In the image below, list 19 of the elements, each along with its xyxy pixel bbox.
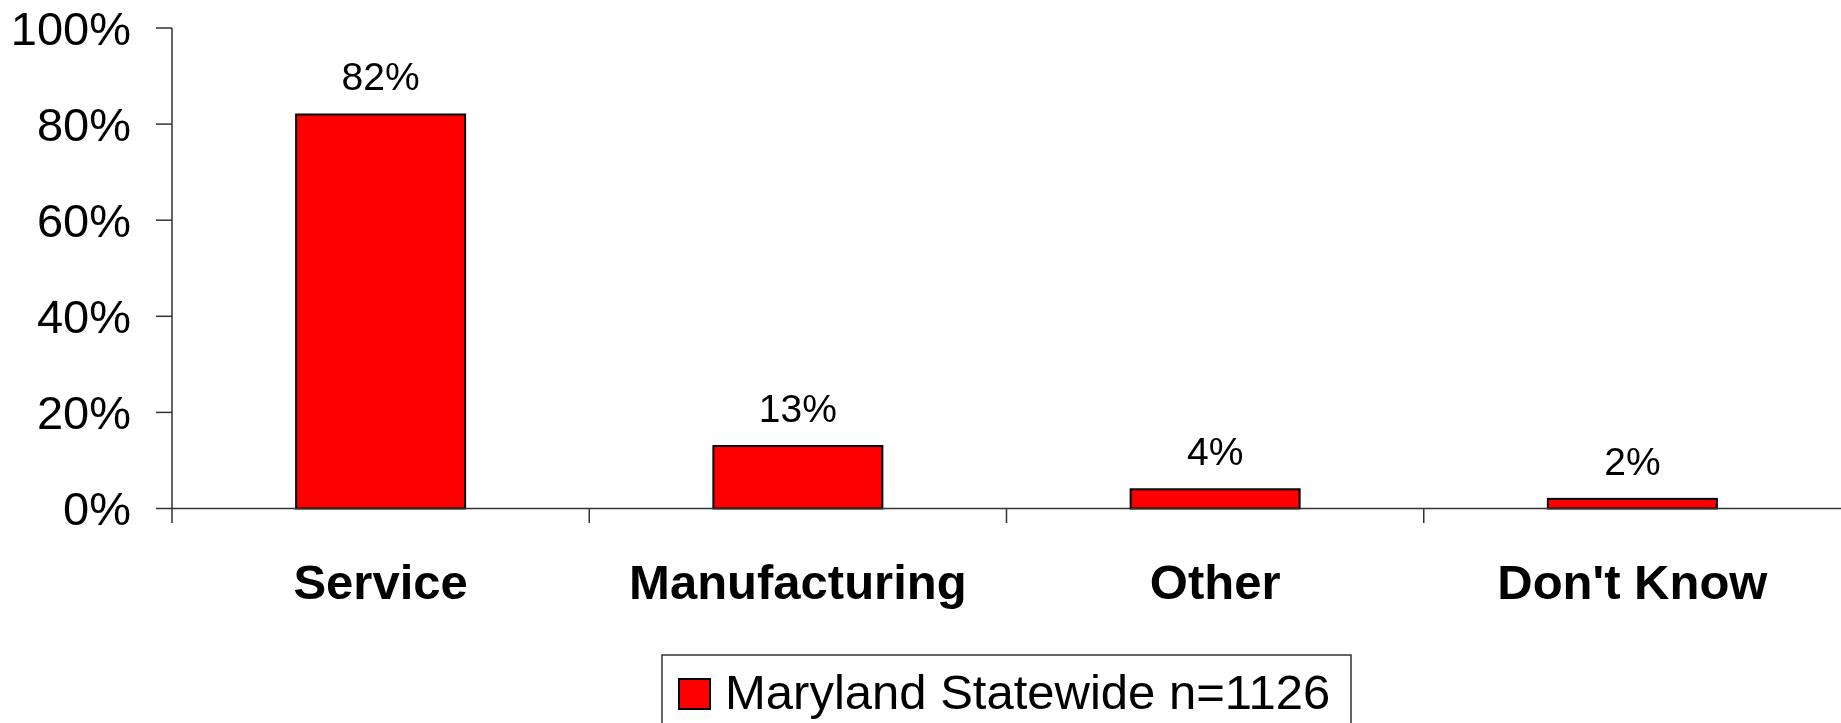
x-tick-label: Manufacturing [629, 555, 967, 609]
y-tick-label: 60% [36, 194, 131, 248]
bar [712, 445, 884, 510]
x-tick-label: Service [293, 555, 468, 609]
x-tick-label: Don't Know [1497, 555, 1769, 609]
data-label: 2% [1604, 439, 1661, 483]
y-tick-label: 20% [36, 386, 131, 440]
bar [1129, 488, 1301, 510]
data-label: 82% [341, 55, 420, 99]
y-tick-label: 100% [10, 1, 131, 55]
bar [1546, 497, 1718, 510]
bar [295, 113, 467, 510]
x-tick-label: Other [1149, 555, 1281, 609]
data-label: 4% [1186, 430, 1244, 474]
y-tick-label: 0% [63, 482, 131, 536]
y-tick-label: 80% [36, 98, 131, 152]
data-label: 13% [758, 387, 837, 431]
legend-label: Maryland Statewide n=1126 [725, 665, 1331, 719]
y-tick-label: 40% [36, 290, 131, 344]
